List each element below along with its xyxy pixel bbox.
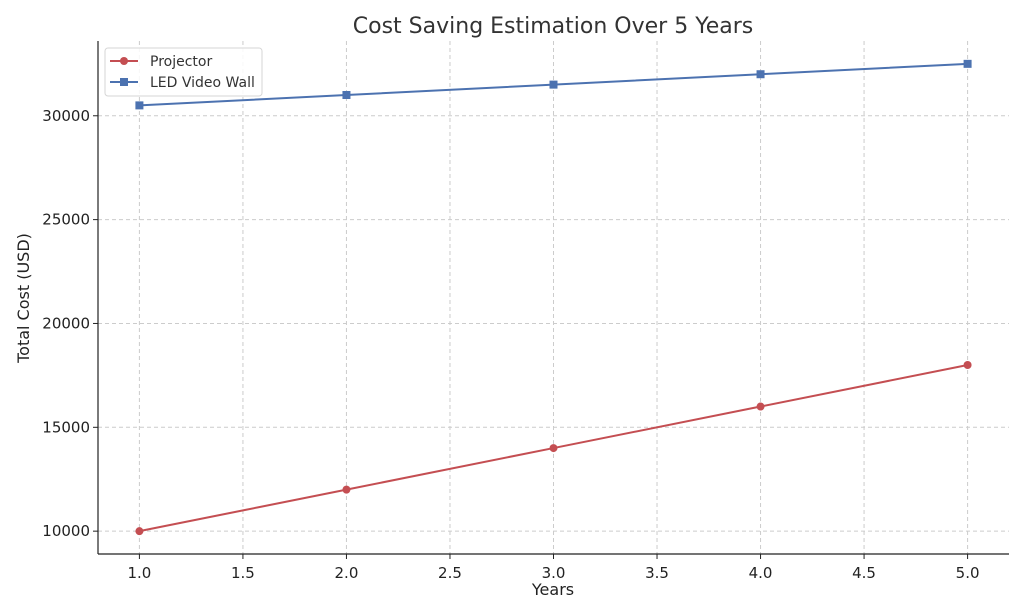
data-point	[756, 70, 765, 79]
x-tick-label: 2.0	[335, 564, 359, 582]
legend-marker	[120, 57, 128, 65]
x-tick-label: 3.5	[645, 564, 669, 582]
x-tick-label: 4.5	[852, 564, 876, 582]
y-tick-label: 15000	[42, 418, 90, 436]
y-tick-label: 10000	[42, 522, 90, 540]
data-point	[342, 485, 351, 494]
series-layer	[135, 59, 972, 536]
x-tick-label: 4.0	[749, 564, 773, 582]
legend-marker	[120, 78, 128, 86]
y-tick-label: 25000	[42, 211, 90, 229]
x-tick-label: 1.5	[231, 564, 255, 582]
series-projector	[135, 361, 972, 536]
series-led-video-wall	[135, 59, 972, 110]
data-point	[963, 59, 972, 68]
y-axis-label: Total Cost (USD)	[14, 233, 33, 364]
y-tick-label: 30000	[42, 107, 90, 125]
data-point	[963, 361, 972, 369]
data-point	[135, 527, 144, 536]
chart-title: Cost Saving Estimation Over 5 Years	[353, 14, 753, 39]
data-point	[135, 101, 144, 110]
data-point	[549, 444, 558, 453]
data-point	[756, 402, 765, 411]
data-point	[549, 80, 558, 89]
legend-box	[104, 47, 263, 97]
x-tick-label: 1.0	[127, 564, 151, 582]
legend-item: Projector	[110, 54, 212, 70]
x-axis-label: Years	[531, 580, 574, 599]
x-tick-label: 5.0	[956, 564, 980, 582]
x-tick-label: 3.0	[542, 564, 566, 582]
x-tick-label: 2.5	[438, 564, 462, 582]
legend-label: LED Video Wall	[150, 75, 255, 91]
y-tick-label: 20000	[42, 314, 90, 332]
legend-label: Projector	[150, 54, 212, 70]
legend: Projector LED Video Wall	[104, 47, 263, 97]
data-point	[342, 91, 351, 99]
legend-item: LED Video Wall	[110, 75, 255, 91]
tick-labels: 1.0 1.5 2.0 2.5 3.0 3.5 4.0 4.5 5.0 10000 15000 200…	[42, 107, 979, 582]
grid	[98, 41, 1009, 554]
